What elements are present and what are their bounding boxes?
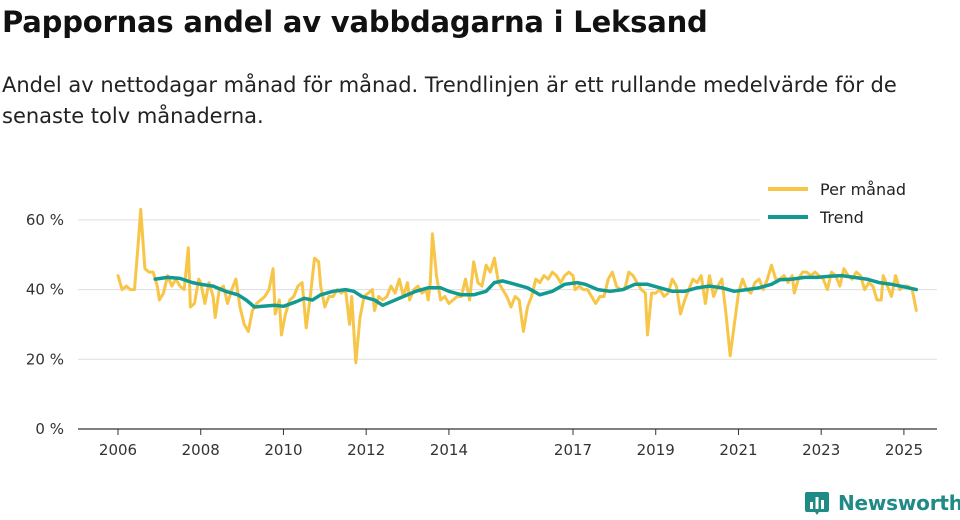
x-axis: 2006 2008 2010 2012 2014 2017 2019 2021 2023 2025 [99,429,923,459]
x-tick-label: 2010 [264,441,302,459]
x-tick-label: 2012 [347,441,385,459]
x-tick-label: 2023 [802,441,840,459]
legend-background [760,175,940,233]
x-tick-label: 2014 [430,441,468,459]
y-tick-label: 20 % [26,350,64,368]
x-tick-label: 2008 [182,441,220,459]
x-tick: 2017 [554,429,592,459]
legend-item: Per månad [768,180,906,199]
grid-lines [78,219,937,430]
series-line-trend [153,273,919,309]
y-tick-label: 0 % [35,420,64,438]
x-tick-label: 2017 [554,441,592,459]
bar-chart-logo-icon [805,492,829,515]
x-tick: 2021 [719,429,758,459]
y-tick-label: 40 % [26,281,64,299]
legend: Per månad Trend [760,175,940,233]
series-lines [116,207,919,365]
x-tick: 2006 [99,429,137,459]
x-tick: 2014 [430,429,468,459]
x-tick-label: 2006 [99,441,137,459]
y-tick: 20 % [26,350,64,368]
y-tick: 0 % [35,420,64,438]
y-tick: 40 % [26,281,64,299]
x-tick: 2025 [885,429,923,459]
legend-label: Trend [819,208,864,227]
x-tick-label: 2021 [719,441,757,459]
x-tick-label: 2025 [885,441,923,459]
x-tick: 2010 [264,429,303,459]
y-tick-label: 60 % [26,211,64,229]
legend-label: Per månad [820,180,906,199]
legend-item: Trend [768,208,864,227]
y-tick: 60 % [26,211,64,229]
x-tick: 2019 [637,429,675,459]
page-subtitle: Andel av nettodagar månad för månad. Tre… [2,73,897,128]
y-axis: 0 % 20 % 40 % 60 % [26,211,64,438]
x-tick: 2008 [182,429,220,459]
x-tick-label: 2019 [637,441,675,459]
series-line-per-manad [116,207,918,365]
brand-logo: Newsworthy [804,488,960,518]
x-tick: 2023 [802,429,840,459]
brand-name: Newsworthy [838,491,960,515]
page-title: Pappornas andel av vabbdagarna i Leksand [2,5,708,39]
x-tick: 2012 [347,429,385,459]
